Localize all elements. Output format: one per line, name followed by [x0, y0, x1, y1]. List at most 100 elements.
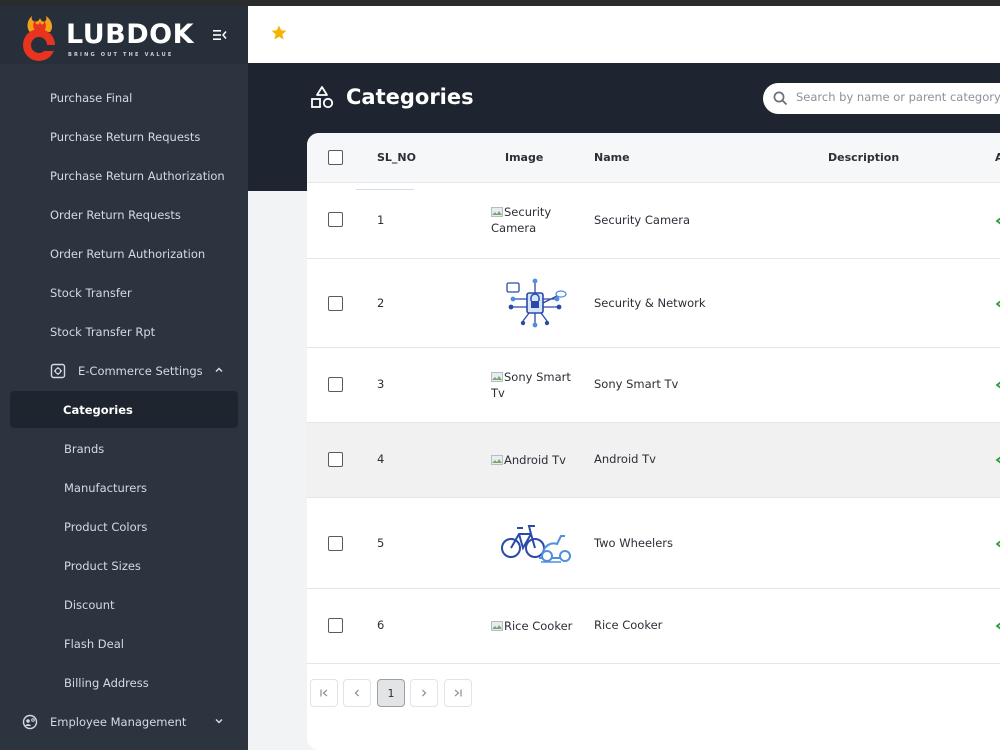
sidebar-item-order-return-authorization[interactable]: Order Return Authorization	[0, 234, 248, 273]
row-checkbox[interactable]	[328, 536, 343, 551]
settings-box-icon	[50, 363, 66, 379]
sidebar-item-label: Purchase Return Authorization	[50, 168, 225, 183]
table-row[interactable]: 4 Android Tv Android Tv	[307, 423, 1000, 498]
sidebar-item-brands[interactable]: Brands	[0, 429, 248, 468]
broken-image-icon	[491, 455, 503, 465]
sidebar-item-label: Product Sizes	[64, 558, 141, 573]
row-checkbox[interactable]	[328, 618, 343, 633]
first-page-button[interactable]	[310, 679, 338, 707]
collapse-menu-icon[interactable]	[210, 26, 230, 44]
category-image: Sony Smart Tv	[491, 369, 571, 401]
row-name: Security & Network	[594, 296, 706, 310]
sidebar-item-purchase-final[interactable]: Purchase Final	[0, 78, 248, 117]
row-checkbox[interactable]	[328, 212, 343, 227]
sidebar-item-label: Billing Address	[64, 675, 149, 690]
table-row[interactable]: 5 Two Wheelers	[307, 498, 1000, 589]
sidebar-group-label: E-Commerce Settings	[78, 363, 203, 378]
page-title: Categories	[346, 85, 474, 109]
sidebar-item-purchase-return-requests[interactable]: Purchase Return Requests	[0, 117, 248, 156]
image-alt-text: Rice Cooker	[504, 619, 573, 633]
row-sl-no: 2	[377, 296, 385, 310]
last-page-button[interactable]	[444, 679, 472, 707]
status-check-icon	[995, 217, 1000, 225]
sidebar-item-stock-transfer[interactable]: Stock Transfer	[0, 273, 248, 312]
sidebar-item-stock-transfer-rpt[interactable]: Stock Transfer Rpt	[0, 312, 248, 351]
sidebar-group-ecommerce-settings[interactable]: E-Commerce Settings	[0, 351, 248, 390]
sidebar-item-categories[interactable]: Categories	[10, 391, 238, 428]
row-name: Sony Smart Tv	[594, 377, 679, 391]
sidebar-item-discount[interactable]: Discount	[0, 585, 248, 624]
image-alt-text: Security Camera	[491, 205, 552, 235]
category-image: Rice Cooker	[491, 618, 581, 636]
sidebar-item-label: Flash Deal	[64, 636, 124, 651]
shapes-icon	[311, 86, 334, 109]
row-sl-no: 3	[377, 377, 385, 391]
network-security-icon	[506, 278, 567, 328]
column-header-image[interactable]: Image	[505, 151, 544, 164]
next-page-button[interactable]	[410, 679, 438, 707]
table-row[interactable]: 3 Sony Smart Tv Sony Smart Tv	[307, 348, 1000, 423]
header-underline	[356, 189, 414, 190]
bicycle-scooter-icon	[501, 525, 571, 563]
column-header-name[interactable]: Name	[594, 151, 630, 164]
table-header: SL_NO Image Name Description A	[307, 133, 1000, 183]
search-box[interactable]	[763, 83, 1000, 114]
row-checkbox[interactable]	[328, 452, 343, 467]
broken-image-icon	[491, 207, 503, 217]
categories-table-card: SL_NO Image Name Description A 1 Securit…	[307, 133, 1000, 750]
table-row[interactable]: 2 Security & Network	[307, 259, 1000, 348]
status-check-icon	[995, 456, 1000, 464]
status-check-icon	[995, 622, 1000, 630]
category-image: Android Tv	[491, 452, 581, 470]
page-number-button[interactable]: 1	[377, 679, 405, 707]
row-sl-no: 1	[377, 213, 385, 227]
sidebar-group-employee-management[interactable]: Employee Management	[0, 702, 248, 741]
sidebar-item-product-sizes[interactable]: Product Sizes	[0, 546, 248, 585]
row-checkbox[interactable]	[328, 377, 343, 392]
table-row[interactable]: 6 Rice Cooker Rice Cooker	[307, 589, 1000, 664]
brand-tagline: BRING OUT THE VALUE	[68, 52, 174, 58]
sidebar-item-label: Purchase Return Requests	[50, 129, 201, 144]
row-sl-no: 5	[377, 536, 385, 550]
current-page: 1	[387, 686, 395, 700]
row-sl-no: 4	[377, 452, 385, 466]
table-row[interactable]: 1 Security Camera Security Camera	[307, 184, 1000, 259]
chevron-up-icon	[215, 367, 223, 373]
sidebar-item-label: Order Return Requests	[50, 207, 181, 222]
broken-image-icon	[491, 621, 503, 631]
sidebar-item-label: Stock Transfer	[50, 285, 132, 300]
sidebar-item-label: Purchase Final	[50, 90, 133, 105]
logo-area: LUBDOK BRING OUT THE VALUE	[0, 6, 248, 64]
search-input[interactable]	[796, 90, 1000, 104]
chevron-down-icon	[215, 718, 223, 724]
status-check-icon	[995, 381, 1000, 389]
category-image: Security Camera	[491, 204, 571, 236]
user-gear-icon	[22, 714, 38, 730]
row-checkbox[interactable]	[328, 296, 343, 311]
sidebar-item-flash-deal[interactable]: Flash Deal	[0, 624, 248, 663]
column-header-description[interactable]: Description	[828, 151, 900, 164]
sidebar-item-product-colors[interactable]: Product Colors	[0, 507, 248, 546]
sidebar-item-billing-address[interactable]: Billing Address	[0, 663, 248, 702]
row-sl-no: 6	[377, 618, 385, 632]
sidebar-item-label: Stock Transfer Rpt	[50, 324, 156, 339]
chevron-right-icon	[422, 689, 427, 697]
sidebar-item-purchase-return-authorization[interactable]: Purchase Return Authorization	[0, 156, 248, 195]
star-icon[interactable]	[270, 24, 288, 42]
select-all-checkbox[interactable]	[328, 150, 343, 165]
brand-logo-icon	[23, 16, 55, 61]
status-check-icon	[995, 540, 1000, 548]
sidebar-item-label: Manufacturers	[64, 480, 148, 495]
prev-page-button[interactable]	[343, 679, 371, 707]
sidebar-item-manufacturers[interactable]: Manufacturers	[0, 468, 248, 507]
image-alt-text: Android Tv	[504, 453, 566, 467]
sidebar-item-order-return-requests[interactable]: Order Return Requests	[0, 195, 248, 234]
first-page-icon	[320, 689, 328, 697]
brand-name: LUBDOK	[66, 19, 195, 50]
sidebar-item-label: Categories	[63, 402, 133, 417]
sidebar-nav: Purchase Final Purchase Return Requests …	[0, 78, 248, 741]
sidebar-item-label: Order Return Authorization	[50, 246, 206, 261]
chevron-left-icon	[354, 689, 359, 697]
column-header-actions[interactable]: A	[995, 151, 1000, 164]
column-header-sl-no[interactable]: SL_NO	[377, 151, 416, 164]
